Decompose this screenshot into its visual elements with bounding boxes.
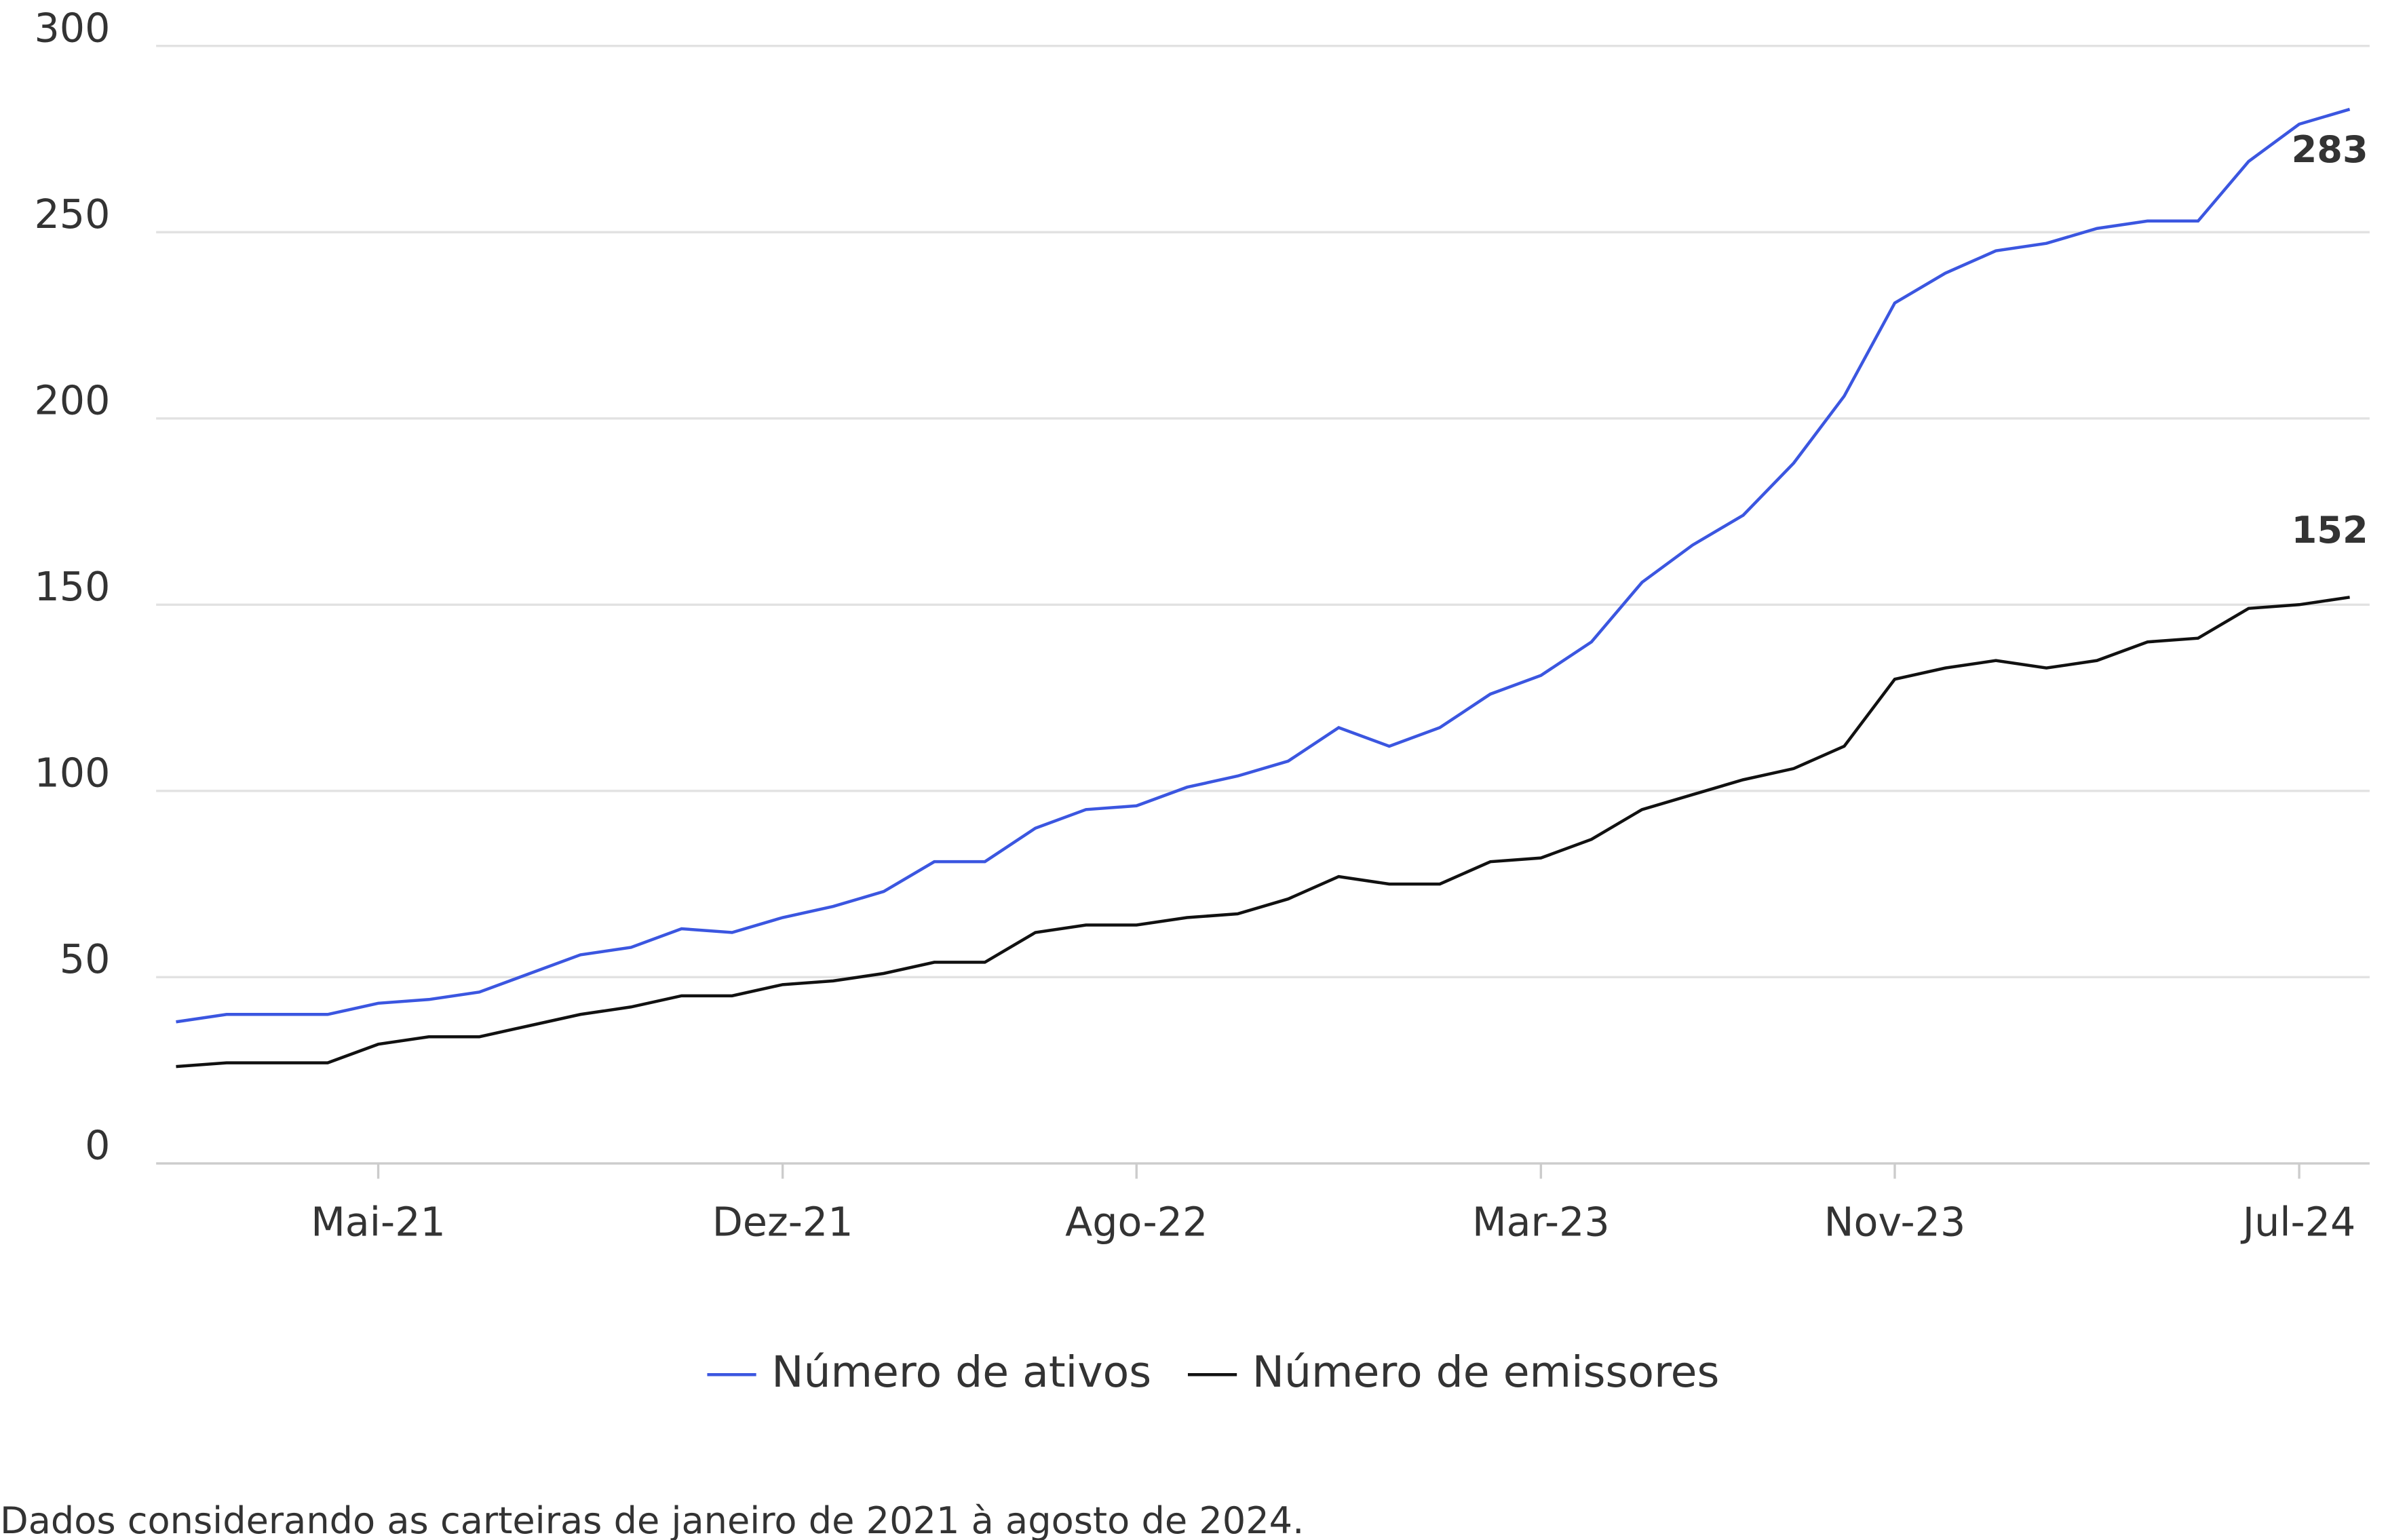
y-tick-label: 50 bbox=[60, 936, 111, 982]
legend-label: Número de emissores bbox=[1252, 1347, 1720, 1397]
data-line bbox=[176, 107, 2351, 1024]
y-tick-label: 200 bbox=[34, 377, 110, 423]
footnote: Dados considerando as carteiras de janei… bbox=[0, 1499, 1304, 1540]
y-tick-label: 0 bbox=[85, 1122, 110, 1168]
y-tick-label: 250 bbox=[34, 191, 110, 237]
x-tick-label: Ago-22 bbox=[1065, 1199, 1208, 1245]
end-label: 152 bbox=[2292, 509, 2368, 552]
end-label: 283 bbox=[2292, 128, 2368, 171]
y-tick-label: 300 bbox=[34, 5, 110, 51]
data-line bbox=[176, 596, 2350, 1069]
y-tick-label: 100 bbox=[34, 750, 110, 796]
x-tick-label: Mai-21 bbox=[311, 1199, 446, 1245]
x-tick-label: Jul-24 bbox=[2240, 1199, 2356, 1245]
legend-label: Número de ativos bbox=[771, 1347, 1151, 1397]
x-tick-label: Mar-23 bbox=[1472, 1199, 1610, 1245]
y-tick-label: 150 bbox=[34, 564, 110, 610]
x-tick-label: Nov-23 bbox=[1824, 1199, 1966, 1245]
x-tick-label: Dez-21 bbox=[712, 1199, 853, 1245]
